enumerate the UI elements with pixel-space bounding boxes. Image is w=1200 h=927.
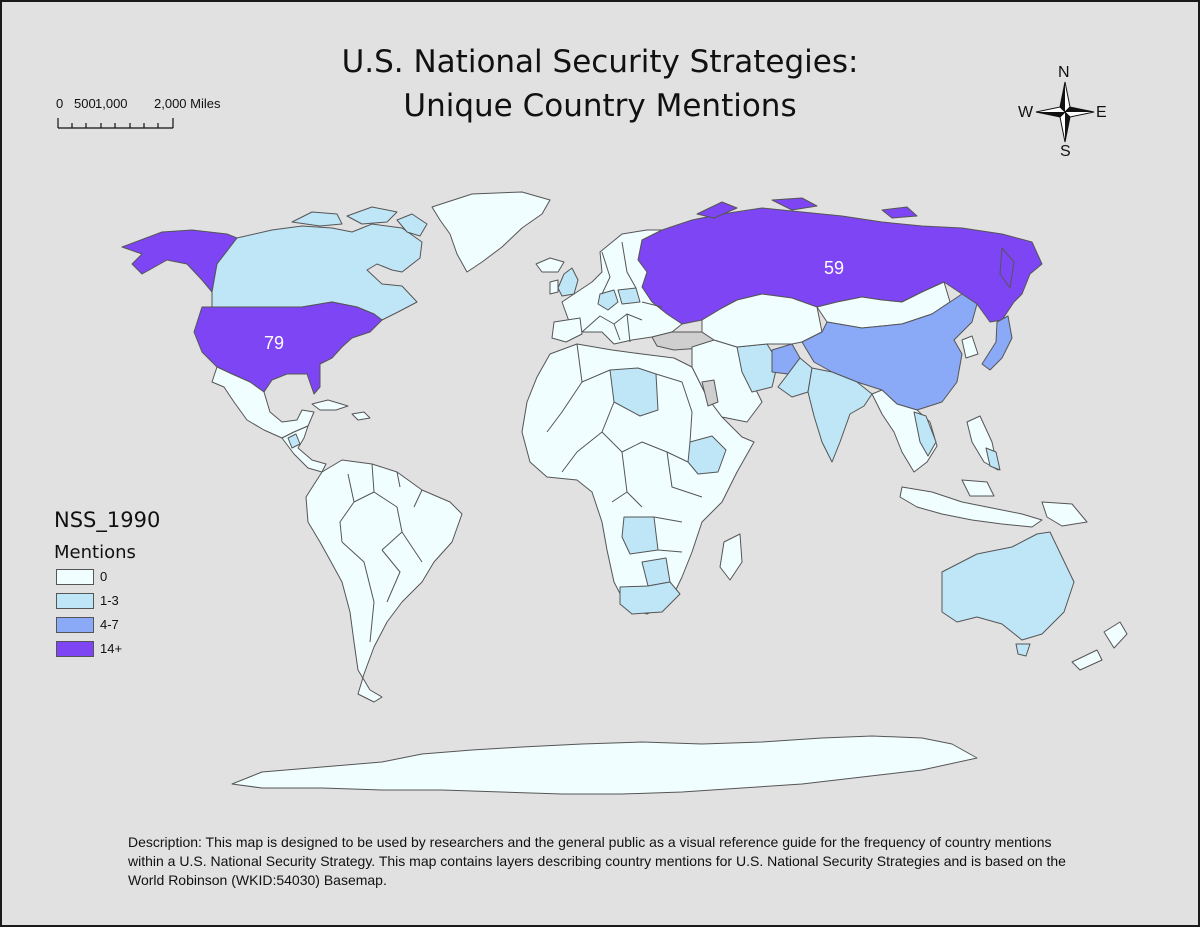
compass-e: E	[1096, 104, 1107, 121]
country-iceland	[535, 257, 565, 273]
country-madagascar	[719, 533, 743, 581]
legend-class-3: 14+	[54, 637, 254, 660]
country-canada-arctic	[291, 206, 428, 237]
map-title: U.S. National Security Strategies: Uniqu…	[2, 40, 1198, 128]
scale-label-0: 0	[56, 96, 64, 111]
europe-borders	[581, 241, 663, 343]
legend-class-2: 4-7	[54, 613, 254, 636]
country-saudi-neutral	[701, 379, 719, 407]
country-poland	[617, 287, 641, 305]
map-legend: NSS_1990 Mentions 0 1-3 4-7 14+	[54, 508, 254, 660]
continent-africa	[521, 343, 755, 615]
title-line-1: U.S. National Security Strategies:	[341, 44, 859, 80]
legend-label-2: 4-7	[100, 617, 119, 632]
label-usa: 79	[264, 333, 284, 353]
country-ireland	[549, 279, 559, 295]
compass-w: W	[1018, 104, 1034, 121]
title-line-2: Unique Country Mentions	[403, 88, 797, 124]
country-alaska	[121, 229, 238, 293]
country-vietnam	[913, 411, 937, 457]
country-philippines-islands	[985, 447, 1001, 471]
scale-bar: 0 500 1,000 2,000 Miles	[52, 96, 242, 136]
country-mexico	[211, 366, 315, 439]
country-germany	[597, 289, 619, 311]
legend-swatch-2	[56, 616, 94, 633]
legend-label-3: 14+	[100, 641, 123, 656]
country-korea	[961, 335, 979, 359]
legend-swatch-3	[56, 640, 94, 657]
sa-borders	[339, 463, 423, 643]
country-cuba	[311, 399, 371, 421]
country-spain	[551, 317, 583, 343]
country-angola	[621, 516, 659, 555]
country-russia-arctic-islands	[696, 197, 1015, 289]
legend-class-0: 0	[54, 565, 254, 588]
africa-borders	[546, 343, 703, 553]
legend-subtitle: Mentions	[54, 542, 136, 563]
country-uk	[557, 267, 579, 297]
scale-label-2000: 2,000 Miles	[154, 96, 221, 111]
compass-rose-icon	[1035, 81, 1095, 143]
legend-swatch-1	[56, 592, 94, 609]
map-description: Description: This map is designed to be …	[128, 834, 1066, 888]
country-guatemala	[287, 433, 301, 449]
scale-ruler	[57, 118, 174, 129]
country-china	[801, 293, 978, 411]
compass-s: S	[1060, 143, 1071, 160]
country-south-africa	[619, 581, 681, 615]
country-australia	[941, 531, 1075, 641]
country-new-zealand	[1071, 621, 1128, 671]
continent-antarctica	[231, 735, 978, 795]
legend-title: NSS_1990	[54, 508, 161, 532]
legend-label-1: 1-3	[100, 593, 119, 608]
country-indonesia	[899, 479, 1088, 528]
continent-south-america	[305, 459, 463, 703]
label-russia: 59	[824, 258, 844, 278]
legend-class-1: 1-3	[54, 589, 254, 612]
scale-label-500: 500	[74, 96, 96, 111]
north-arrow: N S E W	[1014, 64, 1114, 164]
country-tasmania	[1015, 643, 1031, 657]
legend-label-0: 0	[100, 569, 108, 584]
compass-n: N	[1058, 64, 1070, 81]
country-india	[807, 367, 873, 463]
legend-swatch-0	[56, 568, 94, 585]
country-greenland	[431, 191, 551, 273]
country-japan	[981, 315, 1013, 371]
region-southeast-asia	[871, 389, 938, 473]
scale-label-1000: 1,000	[95, 96, 128, 111]
